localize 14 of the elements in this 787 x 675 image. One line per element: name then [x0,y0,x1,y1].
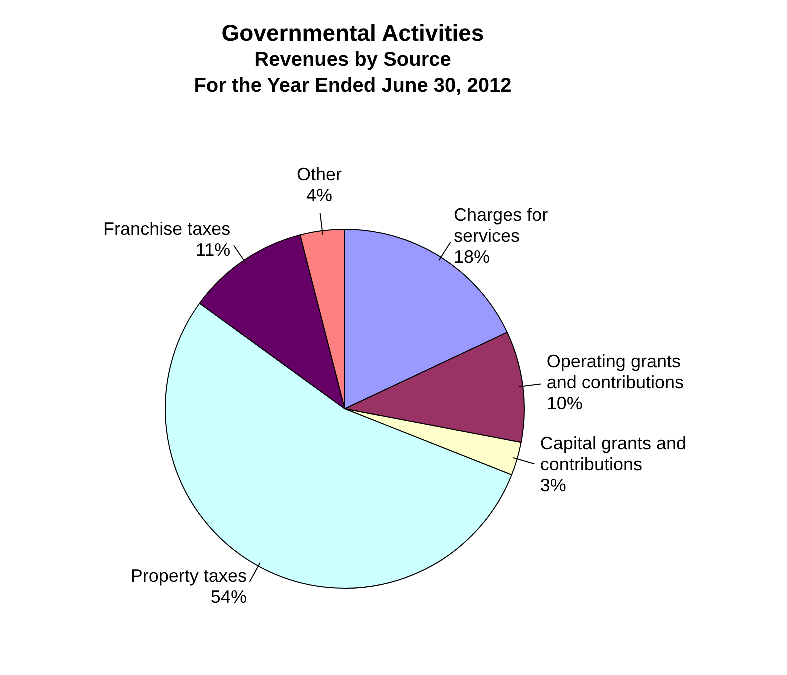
slice-label: Charges for services [454,205,548,246]
chart-subtitle: Revenues by Source For the Year Ended June 30, 2012 [193,48,513,99]
data-label: 18% [454,247,490,268]
data-label: 3% [540,476,566,496]
chart-title: Governmental Activities [220,20,486,47]
data-label: 11% [196,240,231,260]
slice-label: Franchise taxes [104,219,231,240]
data-label: 54% [210,586,247,607]
data-label: 4% [306,186,333,206]
slice-label: Operating grants and contributions [546,351,684,392]
slice-label: Other [296,164,342,185]
slice-label: Property taxes [130,566,247,586]
data-label: 10% [546,393,583,414]
slice-label: Capital grants and contributions [540,434,687,475]
